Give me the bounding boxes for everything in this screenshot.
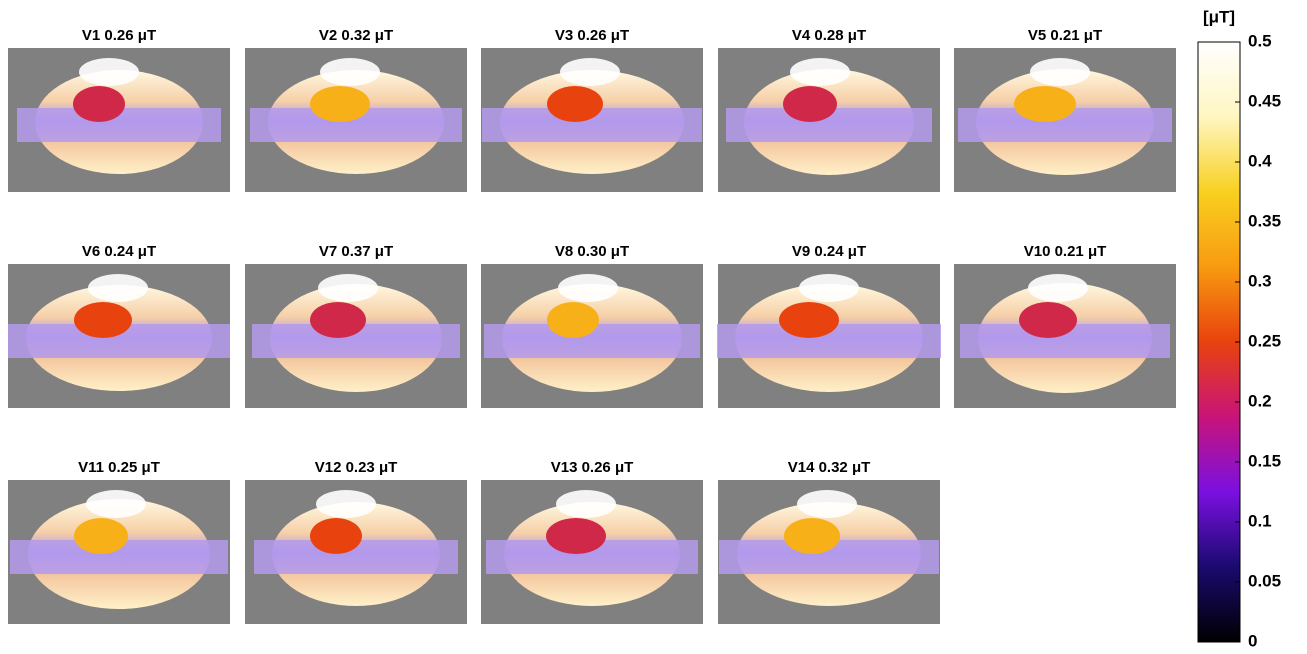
- panel-title: V9 0.24 μT: [792, 243, 866, 260]
- lesion: [74, 518, 128, 554]
- colorbar-tick-label: 0.15: [1248, 451, 1281, 470]
- panel-title: V7 0.37 μT: [319, 243, 393, 260]
- anatomy-top: [556, 490, 616, 518]
- anatomy-top: [797, 490, 857, 518]
- colorbar-label: [μT]: [1203, 7, 1235, 26]
- colorbar-tick-label: 0.35: [1248, 211, 1281, 230]
- anatomy-top: [79, 58, 139, 86]
- panel-title: V12 0.23 μT: [315, 459, 398, 476]
- colorbar-tick-label: 0.2: [1248, 391, 1272, 410]
- anatomy-top: [320, 58, 380, 86]
- anatomy-top: [1030, 58, 1090, 86]
- colorbar-tick-label: 0.4: [1248, 151, 1272, 170]
- anatomy-top: [86, 490, 146, 518]
- panel-title: V8 0.30 μT: [555, 243, 629, 260]
- panel-title: V2 0.32 μT: [319, 27, 393, 44]
- anatomy-top: [318, 274, 378, 302]
- anatomy-top: [88, 274, 148, 302]
- panel-title: V13 0.26 μT: [551, 459, 634, 476]
- colorbar-tick-label: 0: [1248, 631, 1257, 650]
- anatomy-top: [790, 58, 850, 86]
- panel-title: V6 0.24 μT: [82, 243, 156, 260]
- colorbar: [1198, 42, 1240, 642]
- lesion: [546, 518, 606, 554]
- anatomy-top: [1028, 274, 1088, 302]
- lesion: [73, 86, 125, 122]
- anatomy-top: [558, 274, 618, 302]
- panel-title: V5 0.21 μT: [1028, 27, 1102, 44]
- lesion: [779, 302, 839, 338]
- lesion: [547, 302, 599, 338]
- figure: [μT] V1 0.26 μT V2 0.32 μT V3 0.26 μT V4 0.…: [0, 0, 1307, 654]
- panel-title: V1 0.26 μT: [82, 27, 156, 44]
- panel-title: V11 0.25 μT: [78, 459, 160, 476]
- anatomy-top: [560, 58, 620, 86]
- colorbar-tick-label: 0.3: [1248, 271, 1272, 290]
- panel-title: V3 0.26 μT: [555, 27, 629, 44]
- colorbar-tick-label: 0.45: [1248, 91, 1281, 110]
- colorbar-tick-label: 0.05: [1248, 571, 1281, 590]
- lesion: [1014, 86, 1076, 122]
- colorbar-tick-label: 0.25: [1248, 331, 1281, 350]
- anatomy-top: [799, 274, 859, 302]
- lesion: [310, 86, 370, 122]
- lesion: [784, 518, 840, 554]
- panel-title: V10 0.21 μT: [1024, 243, 1107, 260]
- anatomy-top: [316, 490, 376, 518]
- lesion: [1019, 302, 1077, 338]
- lesion: [547, 86, 603, 122]
- colorbar-tick-label: 0.5: [1248, 31, 1272, 50]
- lesion: [310, 518, 362, 554]
- lesion: [310, 302, 366, 338]
- lesion: [74, 302, 132, 338]
- lesion: [783, 86, 837, 122]
- panel-title: V4 0.28 μT: [792, 27, 866, 44]
- panel-title: V14 0.32 μT: [788, 459, 871, 476]
- colorbar-tick-label: 0.1: [1248, 511, 1272, 530]
